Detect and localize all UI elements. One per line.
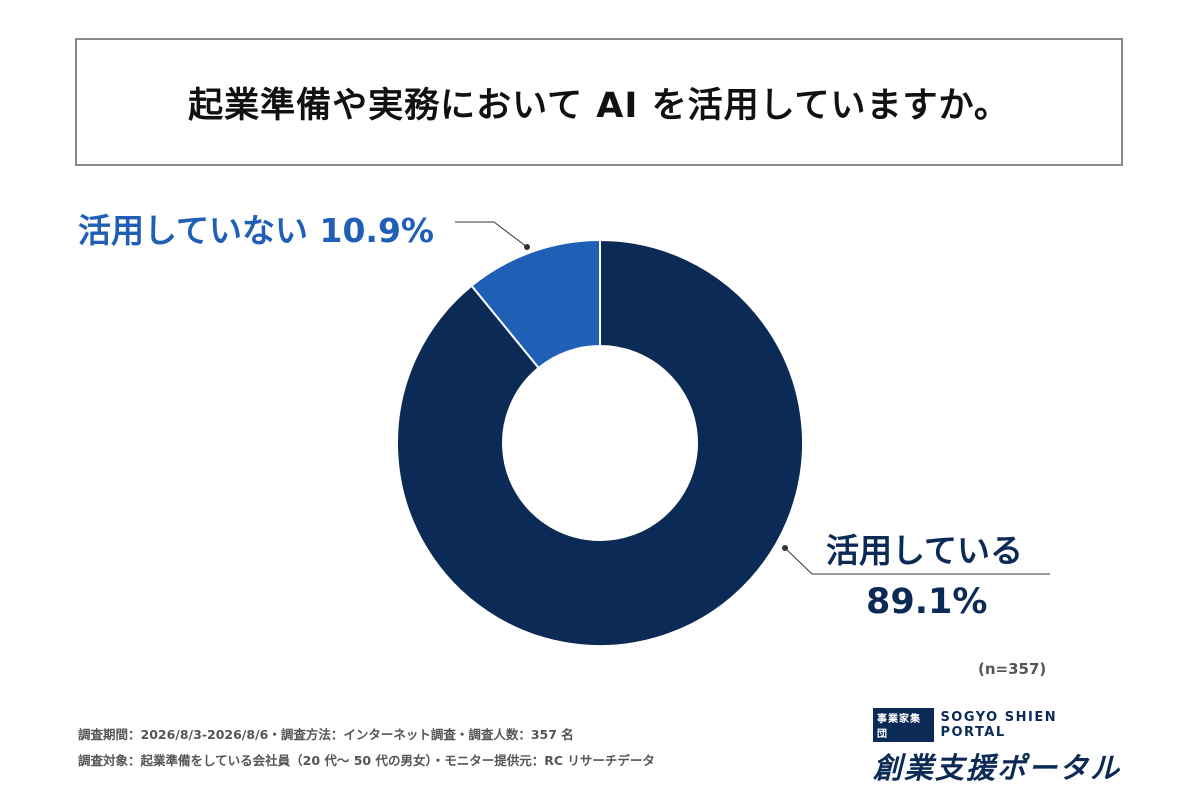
title-box: 起業準備や実務において AI を活用していますか。 <box>75 38 1123 166</box>
logo-english: SOGYO SHIEN PORTAL <box>940 710 1058 740</box>
label-not-using: 活用していない 10.9% <box>78 211 434 250</box>
logo-japanese: 創業支援ポータル <box>873 751 1122 785</box>
footer-survey-target: 調査対象：起業準備をしている会社員（20 代〜 50 代の男女）・モニター提供元… <box>78 753 655 768</box>
brand-logo: 事業家集団 SOGYO SHIEN PORTAL 創業支援ポータル <box>873 708 1123 785</box>
footer-survey-period: 調査期間：2026/8/3-2026/8/6・調査方法：インターネット調査・調査… <box>78 727 574 742</box>
chart-title: 起業準備や実務において AI を活用していますか。 <box>188 85 1010 126</box>
sample-size: (n=357) <box>978 660 1047 678</box>
label-using-name: 活用している <box>826 531 1024 570</box>
leader-line-using <box>784 547 1050 575</box>
leader-dot-not-using <box>524 244 530 250</box>
leader-line-not-using <box>455 221 528 248</box>
logo-badge: 事業家集団 <box>873 708 935 742</box>
slice-not-using <box>470 238 601 370</box>
leader-dot-using <box>782 545 788 551</box>
label-using-value: 89.1% <box>866 582 988 622</box>
slice-using <box>396 238 804 647</box>
